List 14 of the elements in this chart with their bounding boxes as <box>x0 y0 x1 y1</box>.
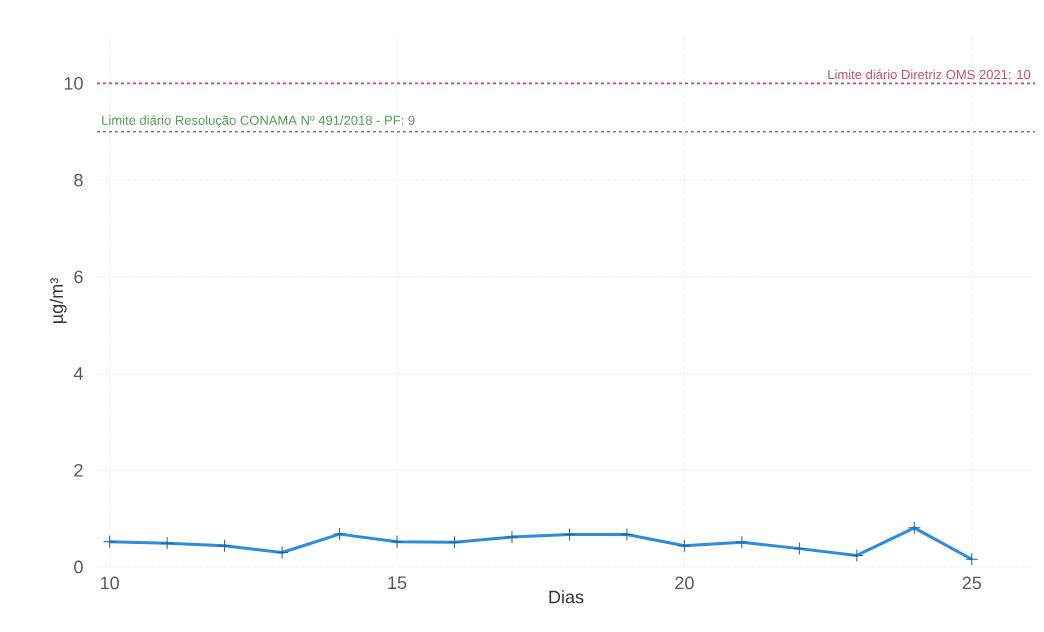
x-tick-label: 15 <box>388 576 407 590</box>
y-axis-title: µg/m³ <box>49 278 67 323</box>
y-tick-label: 2 <box>74 463 83 477</box>
ref-line-label: Limite diário Resolução CONAMA Nº 491/2018 - PF: 9 <box>102 115 415 128</box>
x-tick-label: 10 <box>101 576 119 590</box>
y-tick-label: 4 <box>73 367 83 380</box>
x-tick-label: 25 <box>962 576 982 590</box>
y-tick-label: 8 <box>74 173 83 187</box>
y-tick-label: 10 <box>64 76 83 90</box>
ref-line-label: Limite diário Diretriz OMS 2021: 10 <box>828 69 1031 80</box>
y-tick-label: 0 <box>74 560 83 574</box>
y-tick-label: 6 <box>74 270 83 284</box>
x-tick-label: 20 <box>675 576 694 590</box>
x-axis-title: Dias <box>549 590 584 604</box>
